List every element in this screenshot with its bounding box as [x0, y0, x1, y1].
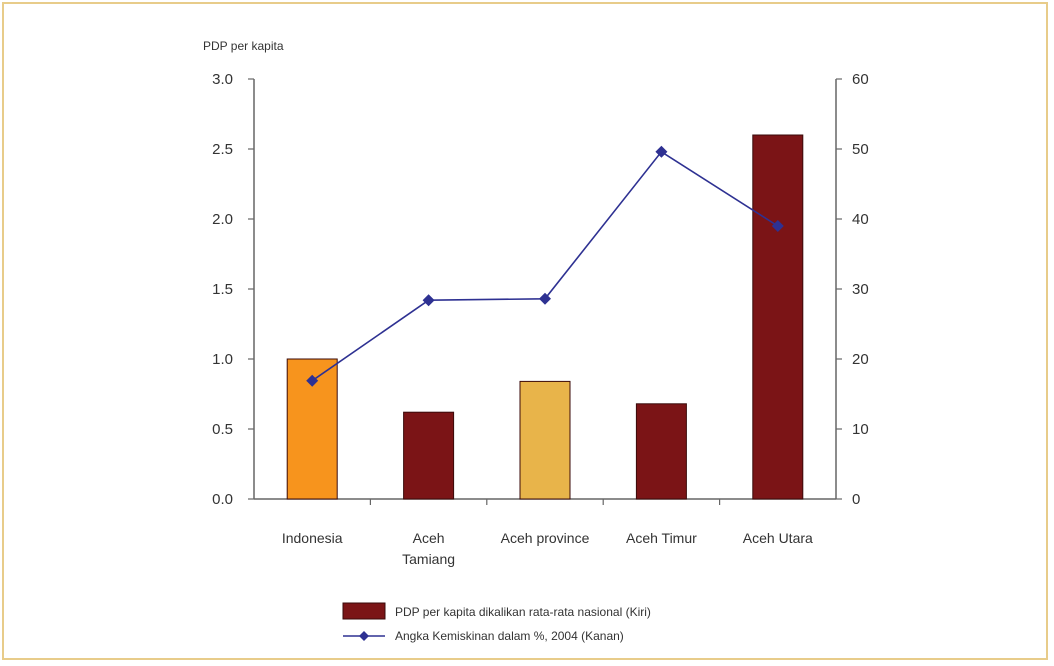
legend: PDP per kapita dikalikan rata-rata nasio…	[342, 602, 651, 643]
y-left-tick-label: 2.0	[212, 211, 233, 228]
legend-bar-label: PDP per kapita dikalikan rata-rata nasio…	[395, 605, 651, 619]
x-category-label: Aceh province	[501, 530, 590, 546]
y-left-axis-title: PDP per kapita	[203, 39, 284, 53]
y-right-tick-label: 10	[852, 421, 869, 438]
x-category-label: Indonesia	[282, 530, 343, 546]
poverty-marker-indonesia	[306, 374, 319, 387]
poverty-line	[311, 150, 779, 382]
legend-line-marker	[359, 631, 369, 641]
bar-aceh-utara	[752, 134, 804, 500]
y-left-tick-label: 2.5	[212, 141, 233, 158]
y-left-tick-label: 0.0	[212, 491, 233, 508]
poverty-marker-aceh-tamiang	[422, 294, 435, 307]
legend-bar-swatch	[342, 602, 386, 620]
y-right-tick-label: 30	[852, 281, 869, 298]
bars-group	[286, 134, 804, 500]
axes-group: 0.0 0.5 1.0 1.5 2.0 2.5 3.0 0 10 20 30 40 50 60 Indone…	[212, 71, 869, 567]
y-right-tick-label: 20	[852, 351, 869, 368]
legend-line-label: Angka Kemiskinan dalam %, 2004 (Kanan)	[395, 629, 624, 643]
y-left-tick-label: 3.0	[212, 71, 233, 88]
y-right-tick-label: 50	[852, 141, 869, 158]
bar-aceh-timur	[635, 403, 687, 500]
bar-aceh-province	[519, 380, 571, 500]
y-left-tick-label: 1.5	[212, 281, 233, 298]
line-group	[306, 145, 784, 387]
poverty-marker-aceh-utara	[771, 220, 784, 232]
y-left-tick-label: 0.5	[212, 421, 233, 438]
poverty-marker-aceh-timur	[655, 145, 668, 158]
y-right-tick-label: 0	[852, 491, 860, 508]
poverty-marker-aceh-province	[539, 292, 551, 305]
y-right-tick-label: 60	[852, 71, 869, 88]
x-category-label: Aceh Utara	[743, 530, 813, 546]
y-right-tick-label: 40	[852, 211, 869, 228]
bar-aceh-tamiang	[403, 411, 455, 500]
x-category-label: Aceh Tamiang	[402, 530, 455, 567]
x-category-label: Aceh Timur	[626, 530, 697, 546]
y-left-tick-label: 1.0	[212, 351, 233, 368]
